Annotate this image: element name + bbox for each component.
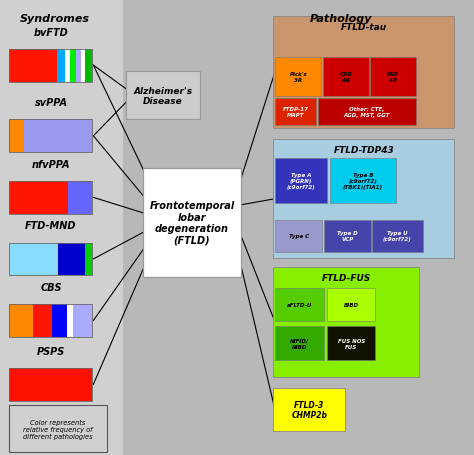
Text: FTLD-TDP43: FTLD-TDP43	[333, 146, 394, 155]
Bar	[9, 368, 92, 401]
Bar	[73, 304, 92, 337]
FancyBboxPatch shape	[275, 158, 327, 203]
Text: Type U
(c9orf72): Type U (c9orf72)	[383, 231, 412, 242]
Text: Type B
(c9orf72)
(TBK1)(TIA1): Type B (c9orf72) (TBK1)(TIA1)	[343, 172, 383, 189]
FancyBboxPatch shape	[323, 58, 369, 96]
Text: bvFTD: bvFTD	[34, 28, 68, 38]
Text: FUS NOS
FUS: FUS NOS FUS	[337, 338, 365, 349]
Text: svPPA: svPPA	[35, 98, 67, 108]
FancyBboxPatch shape	[324, 221, 371, 252]
Text: PSP
4R: PSP 4R	[387, 72, 399, 83]
Bar	[85, 50, 92, 82]
FancyBboxPatch shape	[143, 169, 241, 277]
Bar	[9, 304, 33, 337]
Text: Color represents
relative frequency of
different pathologies: Color represents relative frequency of d…	[23, 419, 92, 439]
Text: Type D
VCP: Type D VCP	[337, 231, 357, 242]
FancyBboxPatch shape	[370, 58, 416, 96]
Bar	[24, 120, 92, 153]
Text: BIBD: BIBD	[344, 303, 359, 307]
Text: FTLD-FUS: FTLD-FUS	[321, 273, 371, 282]
Bar	[85, 243, 92, 276]
Text: CBD
4R: CBD 4R	[339, 72, 352, 83]
Text: FTLD-3
CHMP2b: FTLD-3 CHMP2b	[292, 400, 327, 419]
Bar	[58, 243, 85, 276]
Text: CBS: CBS	[40, 283, 62, 293]
FancyBboxPatch shape	[126, 72, 200, 120]
FancyBboxPatch shape	[327, 327, 375, 360]
FancyBboxPatch shape	[275, 99, 316, 126]
Bar	[68, 182, 92, 214]
FancyBboxPatch shape	[318, 99, 416, 126]
Bar	[81, 50, 85, 82]
Bar	[33, 304, 52, 337]
FancyBboxPatch shape	[273, 17, 454, 129]
Bar	[9, 120, 92, 153]
Text: FTD-MND: FTD-MND	[25, 221, 77, 231]
Bar	[76, 50, 81, 82]
FancyBboxPatch shape	[275, 288, 324, 322]
Text: Syndromes: Syndromes	[19, 14, 90, 24]
FancyBboxPatch shape	[273, 140, 454, 258]
Bar	[9, 243, 58, 276]
FancyBboxPatch shape	[275, 221, 322, 252]
Text: NIFID/
NIBD: NIFID/ NIBD	[290, 338, 309, 349]
Bar	[65, 50, 70, 82]
FancyBboxPatch shape	[372, 221, 423, 252]
Bar	[9, 50, 92, 82]
Text: Frontotemporal
lobar
degeneration
(FTLD): Frontotemporal lobar degeneration (FTLD)	[149, 201, 235, 245]
Bar	[9, 182, 68, 214]
Bar	[9, 50, 57, 82]
Text: Type A
(PGRN)
(c9orf72): Type A (PGRN) (c9orf72)	[287, 172, 316, 189]
Bar	[9, 120, 24, 153]
Text: Pick's
3R: Pick's 3R	[290, 72, 307, 83]
Bar	[52, 304, 67, 337]
Text: PSPS: PSPS	[37, 346, 65, 356]
Text: Alzheimer's
Disease: Alzheimer's Disease	[134, 86, 192, 106]
FancyBboxPatch shape	[273, 388, 345, 431]
FancyBboxPatch shape	[327, 288, 375, 322]
Text: aFLTD-U: aFLTD-U	[287, 303, 312, 307]
Bar	[57, 50, 65, 82]
Bar	[9, 368, 92, 401]
Text: FTDP-17
MAPT: FTDP-17 MAPT	[283, 107, 309, 118]
FancyBboxPatch shape	[275, 58, 321, 96]
Bar	[0, 0, 123, 455]
Bar	[67, 304, 73, 337]
Bar	[9, 182, 92, 214]
Text: FTLD-tau: FTLD-tau	[341, 23, 387, 32]
FancyBboxPatch shape	[330, 158, 396, 203]
Bar	[9, 243, 92, 276]
Text: Type C: Type C	[289, 234, 309, 239]
Text: nfvPPA: nfvPPA	[32, 160, 70, 170]
FancyBboxPatch shape	[9, 405, 107, 452]
Bar	[70, 50, 76, 82]
Text: Other: CTE,
AGD, MST, GGT: Other: CTE, AGD, MST, GGT	[344, 107, 390, 118]
FancyBboxPatch shape	[273, 267, 419, 377]
Text: Pathology: Pathology	[310, 14, 373, 24]
Bar	[9, 304, 92, 337]
FancyBboxPatch shape	[275, 327, 324, 360]
